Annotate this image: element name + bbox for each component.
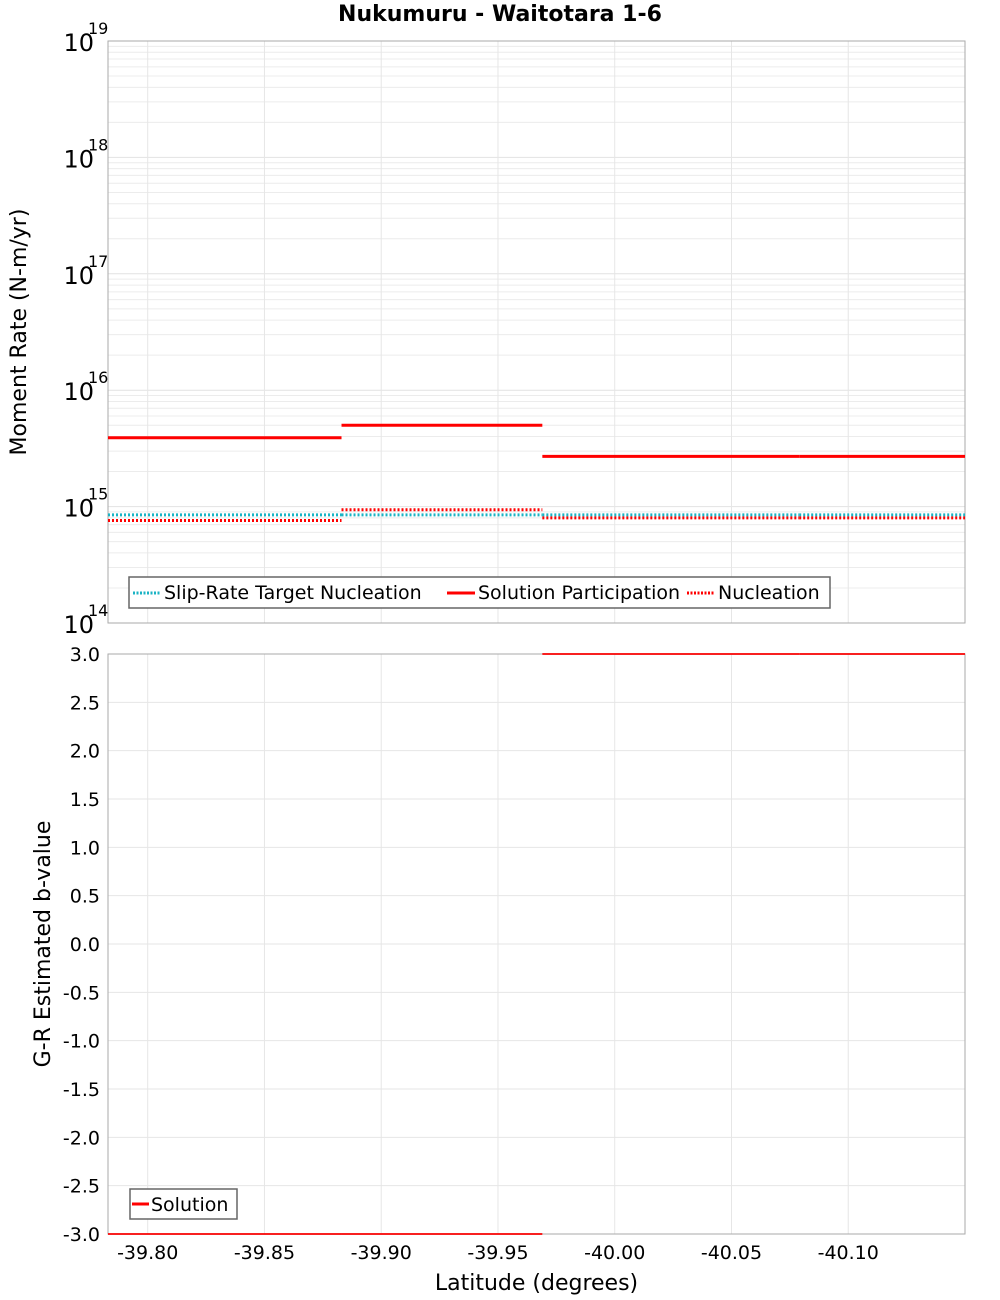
y-tick-exponent: 18 [88,135,108,154]
y-tick-label: 10 [63,29,94,57]
y-tick-label: -2.0 [63,1127,100,1149]
y-tick-label: 3.0 [70,644,100,666]
y-tick-label: -1.5 [63,1079,100,1101]
y-tick-exponent: 14 [88,601,108,620]
y-tick-label: 10 [63,495,94,523]
x-tick-label: -40.00 [584,1242,645,1264]
bottom-y-axis-label: G-R Estimated b-value [31,821,56,1068]
top-y-axis-label: Moment Rate (N-m/yr) [7,209,32,456]
x-tick-label: -39.90 [351,1242,412,1264]
b-value-panel: 3.0 2.5 2.0 1.5 1.0 0.5 0.0 -0.5 -1.0 -1.5 -2.0 -2.… [31,644,966,1296]
y-tick-label: 10 [63,611,94,639]
y-tick-label: -0.5 [63,982,100,1004]
y-tick-label: 0.0 [70,934,100,956]
series-nucleation [108,508,965,522]
chart-title: Nukumuru - Waitotara 1-6 [338,2,662,27]
y-tick-label: -1.0 [63,1031,100,1053]
y-tick-label: 10 [63,145,94,173]
y-tick-label: 2.5 [70,692,100,714]
legend-label: Nucleation [718,582,820,604]
legend-label: Slip-Rate Target Nucleation [164,582,422,604]
y-tick-label: 0.5 [70,886,100,908]
y-tick-label: 10 [63,378,94,406]
y-tick-label: 1.5 [70,789,100,811]
y-tick-exponent: 19 [88,19,108,38]
legend-label: Solution [151,1194,228,1216]
y-tick-exponent: 17 [88,252,108,271]
y-tick-exponent: 15 [88,485,108,504]
x-tick-label: -39.80 [117,1242,178,1264]
y-tick-label: 1.0 [70,837,100,859]
series-solution [108,653,965,1235]
legend-label: Solution Participation [478,582,680,604]
bottom-legend: Solution [129,1188,238,1220]
x-tick-label: -39.95 [467,1242,528,1264]
x-tick-label: -39.85 [234,1242,295,1264]
top-legend: Slip-Rate Target Nucleation Solution Part… [128,576,831,609]
y-tick-exponent: 16 [88,368,108,387]
x-tick-label: -40.05 [701,1242,762,1264]
y-tick-label: -2.5 [63,1176,100,1198]
x-axis-label: Latitude (degrees) [435,1271,638,1296]
y-tick-label: 2.0 [70,741,100,763]
y-tick-label: 10 [63,262,94,290]
series-solution-participation [108,423,965,458]
top-plot-frame [107,40,966,624]
y-tick-label: -3.0 [63,1224,100,1246]
x-tick-label: -40.10 [818,1242,879,1264]
